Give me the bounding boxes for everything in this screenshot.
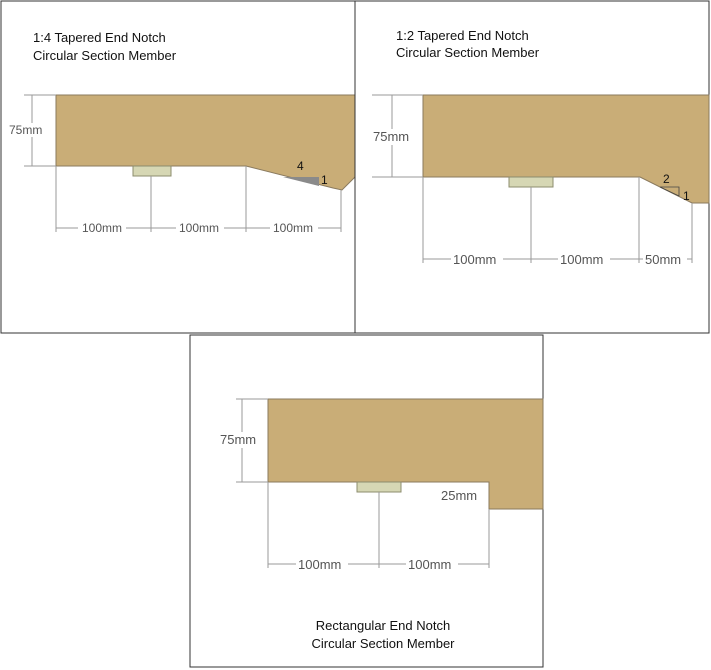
span-label-1: 100mm xyxy=(453,252,496,267)
span-label-1: 100mm xyxy=(82,221,122,235)
panel-title-line2: Circular Section Member xyxy=(396,45,540,60)
span-label-1: 100mm xyxy=(298,557,341,572)
depth-label: 75mm xyxy=(220,432,256,447)
notch-depth-label: 25mm xyxy=(441,488,477,503)
span-label-3: 50mm xyxy=(645,252,681,267)
span-label-3: 100mm xyxy=(273,221,313,235)
panel-rectangular: 75mm 25mm 100mm 100mm Rectangular End No… xyxy=(189,334,544,668)
span-label-2: 100mm xyxy=(560,252,603,267)
ratio-run-label: 2 xyxy=(663,172,670,186)
bearing-plate xyxy=(356,481,402,493)
panel-title-line1: Rectangular End Notch xyxy=(316,618,450,633)
panel-quarter-taper: 1:4 Tapered End Notch Circular Section M… xyxy=(0,0,356,334)
panel-title-line1: 1:2 Tapered End Notch xyxy=(396,28,529,43)
span-label-2: 100mm xyxy=(179,221,219,235)
span-label-2: 100mm xyxy=(408,557,451,572)
ratio-rise-label: 1 xyxy=(683,189,690,203)
ratio-rise-label: 1 xyxy=(321,173,328,187)
depth-label: 75mm xyxy=(9,123,42,137)
bearing-plate xyxy=(132,165,172,177)
panel-half-taper: 1:2 Tapered End Notch Circular Section M… xyxy=(354,0,710,334)
bearing-plate xyxy=(508,176,554,188)
ratio-triangle xyxy=(659,186,680,197)
ratio-run-label: 4 xyxy=(297,159,304,173)
panel-title-line2: Circular Section Member xyxy=(33,48,177,63)
panel-title-line1: 1:4 Tapered End Notch xyxy=(33,30,166,45)
depth-label: 75mm xyxy=(373,129,409,144)
panel-title-line2: Circular Section Member xyxy=(311,636,455,651)
ratio-triangle xyxy=(283,177,319,186)
